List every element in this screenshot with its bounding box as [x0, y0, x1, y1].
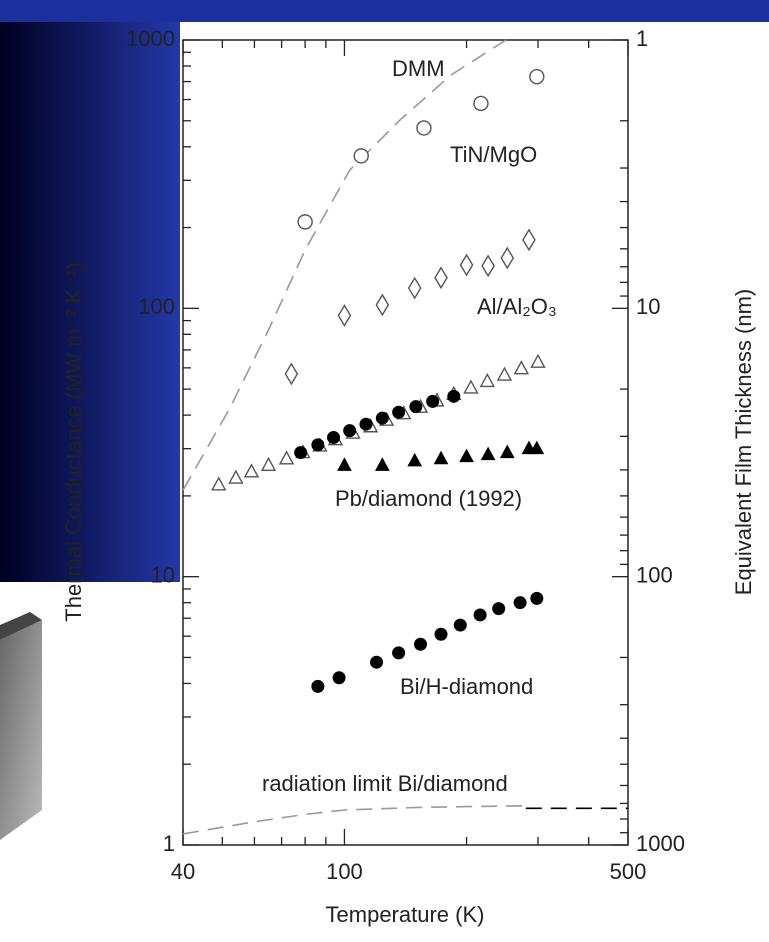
- point: [211, 476, 227, 491]
- point: [375, 293, 390, 317]
- point: [530, 353, 546, 368]
- point: [297, 214, 313, 230]
- point: [433, 450, 449, 465]
- slide-band-left: [0, 0, 180, 582]
- point: [359, 417, 373, 431]
- point: [459, 448, 474, 463]
- y-tick-label: 10: [151, 562, 175, 587]
- point: [407, 276, 422, 300]
- annotation-bg: [390, 55, 447, 81]
- point: [529, 440, 545, 455]
- point: [529, 68, 545, 85]
- annotation-bg: [260, 770, 510, 796]
- point: [522, 228, 536, 252]
- annotation: Al/Al₂O₃: [477, 294, 557, 319]
- point: [409, 400, 423, 414]
- point: [530, 591, 544, 605]
- x-tick-label: 500: [610, 859, 647, 884]
- point: [375, 411, 389, 425]
- plot-frame: [182, 39, 629, 846]
- annotation-bg: [475, 293, 559, 319]
- cube-top: [0, 612, 42, 640]
- point: [479, 372, 495, 388]
- point: [332, 671, 346, 685]
- point: [370, 655, 384, 669]
- point: [463, 379, 479, 394]
- y-tick-label: 100: [138, 294, 175, 319]
- point: [228, 469, 244, 484]
- point: [294, 446, 308, 460]
- point: [374, 457, 390, 471]
- annotation-bg: [398, 673, 536, 699]
- cube-image: [0, 620, 42, 840]
- annotation: Bi/H-diamond: [400, 674, 533, 699]
- y-tick-label: 1000: [126, 26, 175, 51]
- y2-tick-label: 10: [636, 294, 660, 319]
- y-tick-label: 1: [163, 831, 175, 856]
- point: [513, 360, 530, 375]
- point: [343, 424, 357, 438]
- x-axis-title: Temperature (K): [326, 902, 485, 927]
- point: [453, 618, 467, 632]
- curve: [182, 39, 507, 491]
- point: [327, 431, 341, 445]
- point: [243, 463, 260, 478]
- y2-axis-title: Equivalent Film Thickness (nm): [731, 289, 756, 595]
- point: [447, 389, 461, 403]
- point: [513, 596, 527, 610]
- point: [353, 148, 369, 164]
- point: [496, 366, 513, 381]
- point: [284, 362, 299, 386]
- annotation: radiation limit Bi/diamond: [262, 771, 508, 796]
- point: [311, 438, 325, 452]
- annotation: TiN/MgO: [450, 142, 537, 167]
- x-tick-label: 100: [326, 859, 363, 884]
- x-tick-label: 40: [171, 859, 195, 884]
- y2-tick-label: 1: [636, 26, 648, 51]
- plot: 40 100 500 1 10 100 1000 1000 100 10 1 DMM TiN/MgO Al…: [126, 26, 685, 884]
- point: [499, 444, 515, 459]
- point: [392, 646, 406, 660]
- point: [426, 394, 440, 408]
- y2-tick-label: 1000: [636, 831, 685, 856]
- point: [311, 679, 325, 693]
- y2-tick-label: 100: [636, 562, 673, 587]
- y-axis-title: Thermal Conductance (MW m⁻² K⁻¹): [61, 262, 86, 621]
- annotation-bg: [333, 485, 525, 511]
- point: [407, 452, 423, 467]
- point: [392, 405, 406, 419]
- annotation-bg: [448, 141, 540, 167]
- point: [480, 446, 496, 461]
- point: [500, 246, 515, 270]
- point: [337, 304, 352, 327]
- point: [481, 254, 495, 278]
- point: [434, 627, 448, 641]
- point: [473, 95, 489, 112]
- annotation: Pb/diamond (1992): [335, 486, 522, 511]
- point: [260, 456, 277, 472]
- point: [492, 602, 506, 616]
- point: [278, 450, 295, 465]
- curve: [182, 805, 526, 835]
- point: [416, 120, 432, 136]
- point: [473, 608, 487, 622]
- annotation: DMM: [392, 56, 445, 81]
- slide-band-top: [0, 0, 769, 22]
- point: [337, 457, 352, 471]
- point: [434, 266, 448, 290]
- point: [459, 253, 474, 277]
- point: [414, 637, 428, 651]
